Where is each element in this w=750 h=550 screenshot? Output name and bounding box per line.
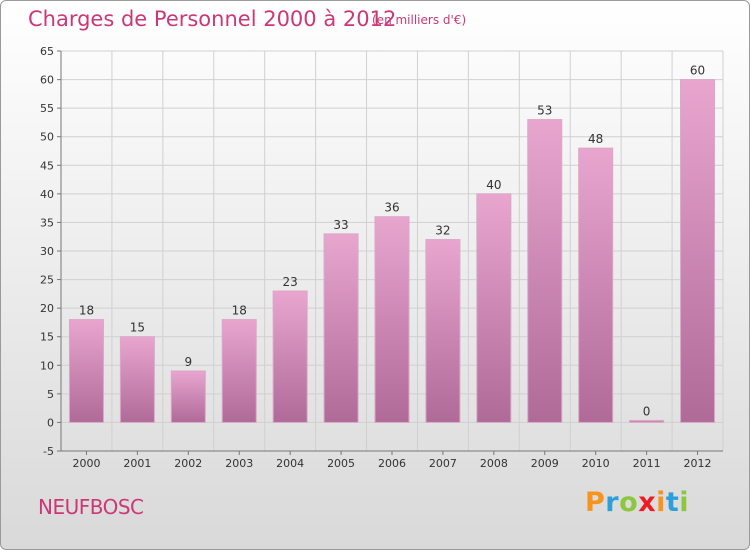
bar-2005 — [323, 233, 359, 423]
bar-2012 — [680, 79, 716, 423]
y-tick-label: 40 — [40, 188, 54, 201]
bar-2010 — [578, 147, 614, 423]
data-label-2000: 18 — [79, 304, 94, 318]
bar-2002 — [170, 370, 206, 423]
x-tick-label: 2009 — [531, 457, 559, 470]
x-tick-label: 2010 — [582, 457, 610, 470]
x-tick-label: 2004 — [276, 457, 304, 470]
y-tick-label: 5 — [47, 388, 54, 401]
bar-2004 — [272, 290, 308, 423]
data-labels: 18 15 9 18 23 33 36 32 40 53 48 0 60 — [79, 64, 705, 419]
x-tick-label: 2003 — [225, 457, 253, 470]
x-tick-label: 2000 — [72, 457, 100, 470]
y-tick-label: 30 — [40, 245, 54, 258]
x-tick-label: 2002 — [174, 457, 202, 470]
data-label-2004: 23 — [283, 275, 298, 289]
data-label-2009: 53 — [537, 104, 552, 118]
x-tick-label: 2007 — [429, 457, 457, 470]
y-tick-label: 60 — [40, 74, 54, 87]
axes: -5 0 5 10 15 20 25 30 35 40 45 50 55 60 65 2000 2001 2002… — [40, 45, 723, 470]
y-tick-label: 65 — [40, 45, 54, 58]
data-label-2003: 18 — [232, 304, 247, 318]
bar-2008 — [476, 193, 512, 423]
data-label-2007: 32 — [435, 224, 450, 238]
logo-letter: x — [638, 487, 657, 518]
x-tick-label: 2012 — [684, 457, 712, 470]
bar-2003 — [221, 319, 257, 423]
y-tick-label: 35 — [40, 216, 54, 229]
data-label-2006: 36 — [384, 201, 399, 215]
logo-letter: o — [619, 487, 639, 518]
commune-name: NEUFBOSC — [38, 495, 144, 519]
x-tick-label: 2001 — [123, 457, 151, 470]
y-tick-label: 25 — [40, 274, 54, 287]
bar-2009 — [527, 119, 563, 423]
bar-2001 — [119, 336, 155, 423]
x-tick-label: 2006 — [378, 457, 406, 470]
data-label-2001: 15 — [130, 321, 145, 335]
y-tick-label: 15 — [40, 331, 54, 344]
logo-letter: P — [585, 487, 606, 518]
logo-letter: i — [679, 487, 690, 518]
y-tick-label: 50 — [40, 131, 54, 144]
x-tick-label: 2008 — [480, 457, 508, 470]
chart-subtitle: (en milliers d'€) — [372, 13, 467, 27]
logo-letter: r — [605, 487, 620, 518]
y-tick-label: 55 — [40, 102, 54, 115]
y-tick-label: 20 — [40, 302, 54, 315]
bar-2007 — [425, 239, 461, 423]
logo-letter: i — [656, 487, 666, 518]
proxiti-logo[interactable]: Proxiti — [585, 487, 689, 518]
logo-letter: t — [665, 487, 680, 518]
bar-2006 — [374, 216, 410, 423]
data-label-2008: 40 — [486, 178, 501, 192]
bar-2000 — [68, 319, 104, 423]
bars — [68, 79, 716, 423]
data-label-2005: 33 — [333, 218, 348, 232]
y-tick-label: 45 — [40, 159, 54, 172]
x-tick-label: 2005 — [327, 457, 355, 470]
data-label-2011: 0 — [643, 404, 651, 418]
data-label-2012: 60 — [690, 64, 705, 78]
y-tick-label: 10 — [40, 359, 54, 372]
bar-2011 — [629, 419, 665, 423]
data-label-2010: 48 — [588, 132, 603, 146]
chart-title: Charges de Personnel 2000 à 2012 — [28, 7, 397, 31]
y-tick-label: 0 — [47, 416, 54, 429]
data-label-2002: 9 — [184, 355, 192, 369]
y-tick-label: -5 — [43, 445, 54, 458]
x-tick-label: 2011 — [633, 457, 661, 470]
